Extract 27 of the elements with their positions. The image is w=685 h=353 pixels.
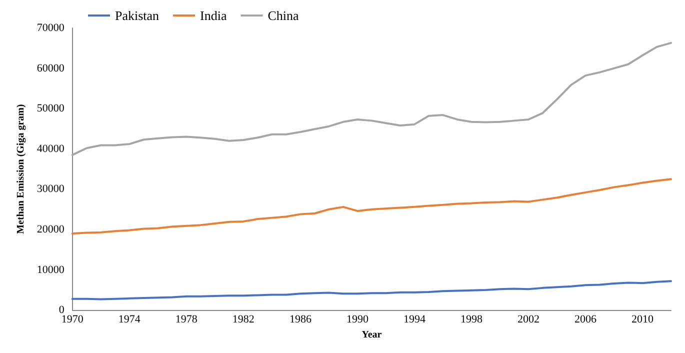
line-series [71,42,672,156]
x-tick-label: 1990 [346,314,369,326]
x-axis-title: Year [362,330,382,340]
x-tick-label: 2006 [574,314,597,326]
legend-label: China [268,8,300,23]
y-tick-label: 60000 [36,62,65,74]
line-series [71,280,672,300]
x-tick-label: 1970 [61,314,84,326]
x-tick-label: 1982 [232,314,254,326]
x-tick-label: 1974 [118,314,141,326]
x-tick-label: 1986 [289,314,312,326]
x-tick-label: 1994 [403,314,426,326]
y-tick-label: 40000 [36,142,65,155]
line-series [71,178,672,235]
y-tick-label: 30000 [36,183,65,196]
x-tick-label: 1998 [460,314,483,326]
legend-label: Pakistan [115,8,160,23]
x-tick-label: 2010 [631,314,654,326]
legend-label: India [200,8,227,23]
y-tick-label: 50000 [36,102,65,115]
y-axis-title: Methan Emission (Giga gram) [16,104,26,234]
y-tick-label: 70000 [36,22,65,34]
x-tick-label: 2002 [517,314,540,326]
y-tick-label: 20000 [36,224,65,236]
y-tick-label: 10000 [36,264,65,276]
x-tick-label: 1978 [175,314,198,326]
y-tick-label: 0 [58,304,65,316]
